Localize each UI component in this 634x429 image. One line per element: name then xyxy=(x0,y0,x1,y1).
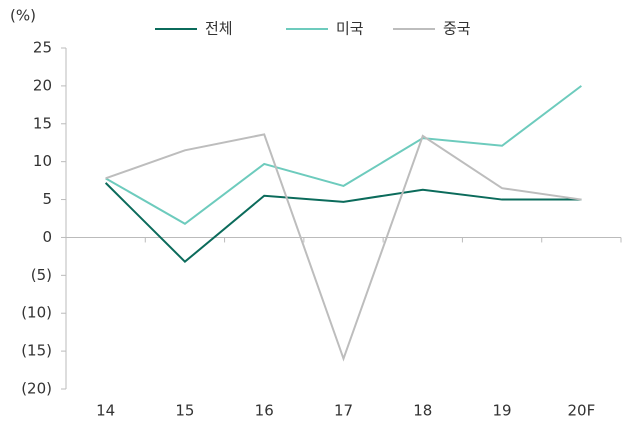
y-tick-label: (20) xyxy=(21,380,52,398)
legend-label: 전체 xyxy=(205,20,233,38)
y-tick-label: (5) xyxy=(31,266,52,284)
x-tick-label: 18 xyxy=(413,402,432,420)
x-tick-label: 20F xyxy=(567,402,595,420)
unit-label: (%) xyxy=(10,7,36,25)
series-line xyxy=(105,133,582,362)
x-tick-label: 14 xyxy=(96,402,115,420)
y-tick-label: 25 xyxy=(33,39,52,57)
legend-label: 미국 xyxy=(336,20,364,38)
x-tick-label: 15 xyxy=(175,402,194,420)
y-tick-label: (10) xyxy=(21,304,52,322)
x-tick-label: 16 xyxy=(255,402,274,420)
legend-label: 중국 xyxy=(443,20,471,38)
series-line xyxy=(104,182,582,264)
y-tick-label: 15 xyxy=(33,114,52,132)
y-tick-label: 20 xyxy=(33,76,52,94)
y-tick-label: 0 xyxy=(42,228,52,246)
y-tick-label: 10 xyxy=(33,152,52,170)
x-tick-label: 17 xyxy=(334,402,353,420)
series-line xyxy=(105,85,582,226)
y-tick-label: 5 xyxy=(42,190,52,208)
y-tick-label: (15) xyxy=(21,342,52,360)
x-tick-label: 19 xyxy=(493,402,512,420)
